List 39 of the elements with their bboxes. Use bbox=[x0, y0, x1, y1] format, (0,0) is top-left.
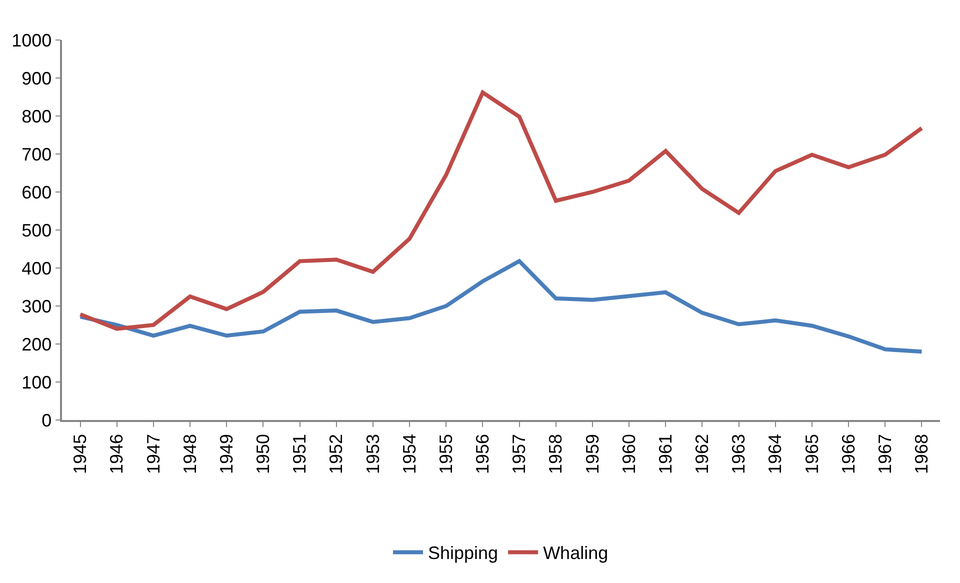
x-tick-label: 1960 bbox=[618, 434, 639, 474]
y-tick-label: 300 bbox=[22, 296, 52, 316]
y-tick-label: 900 bbox=[22, 68, 52, 88]
x-tick-label: 1953 bbox=[362, 434, 383, 474]
x-tick-label: 1967 bbox=[874, 434, 895, 474]
y-tick-label: 700 bbox=[22, 144, 52, 164]
legend-label: Whaling bbox=[543, 543, 608, 564]
y-tick-label: 100 bbox=[22, 372, 52, 392]
y-tick-label: 200 bbox=[22, 334, 52, 354]
x-tick-label: 1962 bbox=[692, 434, 712, 474]
x-tick-label: 1947 bbox=[143, 434, 164, 474]
x-tick-label: 1957 bbox=[509, 434, 530, 474]
y-tick-label: 1000 bbox=[12, 30, 52, 50]
x-tick-label: 1966 bbox=[838, 434, 858, 474]
legend-label: Shipping bbox=[428, 543, 498, 564]
x-tick-label: 1951 bbox=[290, 434, 310, 474]
y-tick-label: 400 bbox=[22, 258, 52, 278]
x-tick-label: 1964 bbox=[765, 434, 786, 474]
y-tick-label: 0 bbox=[42, 410, 52, 430]
y-tick-label: 500 bbox=[22, 220, 52, 240]
x-tick-label: 1963 bbox=[728, 434, 749, 474]
y-tick-label: 800 bbox=[22, 106, 52, 126]
x-tick-label: 1955 bbox=[436, 434, 456, 474]
x-tick-label: 1946 bbox=[106, 434, 127, 474]
x-tick-label: 1950 bbox=[253, 434, 274, 474]
line-series bbox=[78, 90, 924, 331]
x-tick-label: 1958 bbox=[546, 434, 566, 474]
x-tick-label: 1948 bbox=[180, 434, 200, 474]
x-tick-label: 1949 bbox=[216, 434, 236, 474]
x-tick-label: 1954 bbox=[399, 434, 420, 474]
x-tick-label: 1952 bbox=[326, 434, 346, 474]
x-tick-label: 1959 bbox=[582, 434, 602, 474]
x-tick-label: 1968 bbox=[912, 434, 932, 474]
line-series bbox=[78, 259, 924, 354]
x-tick-label: 1965 bbox=[802, 434, 822, 474]
x-tick-label: 1956 bbox=[472, 434, 493, 474]
x-tick-label: 1961 bbox=[655, 434, 676, 474]
x-tick-label: 1945 bbox=[70, 434, 90, 474]
y-tick-label: 600 bbox=[22, 182, 52, 202]
